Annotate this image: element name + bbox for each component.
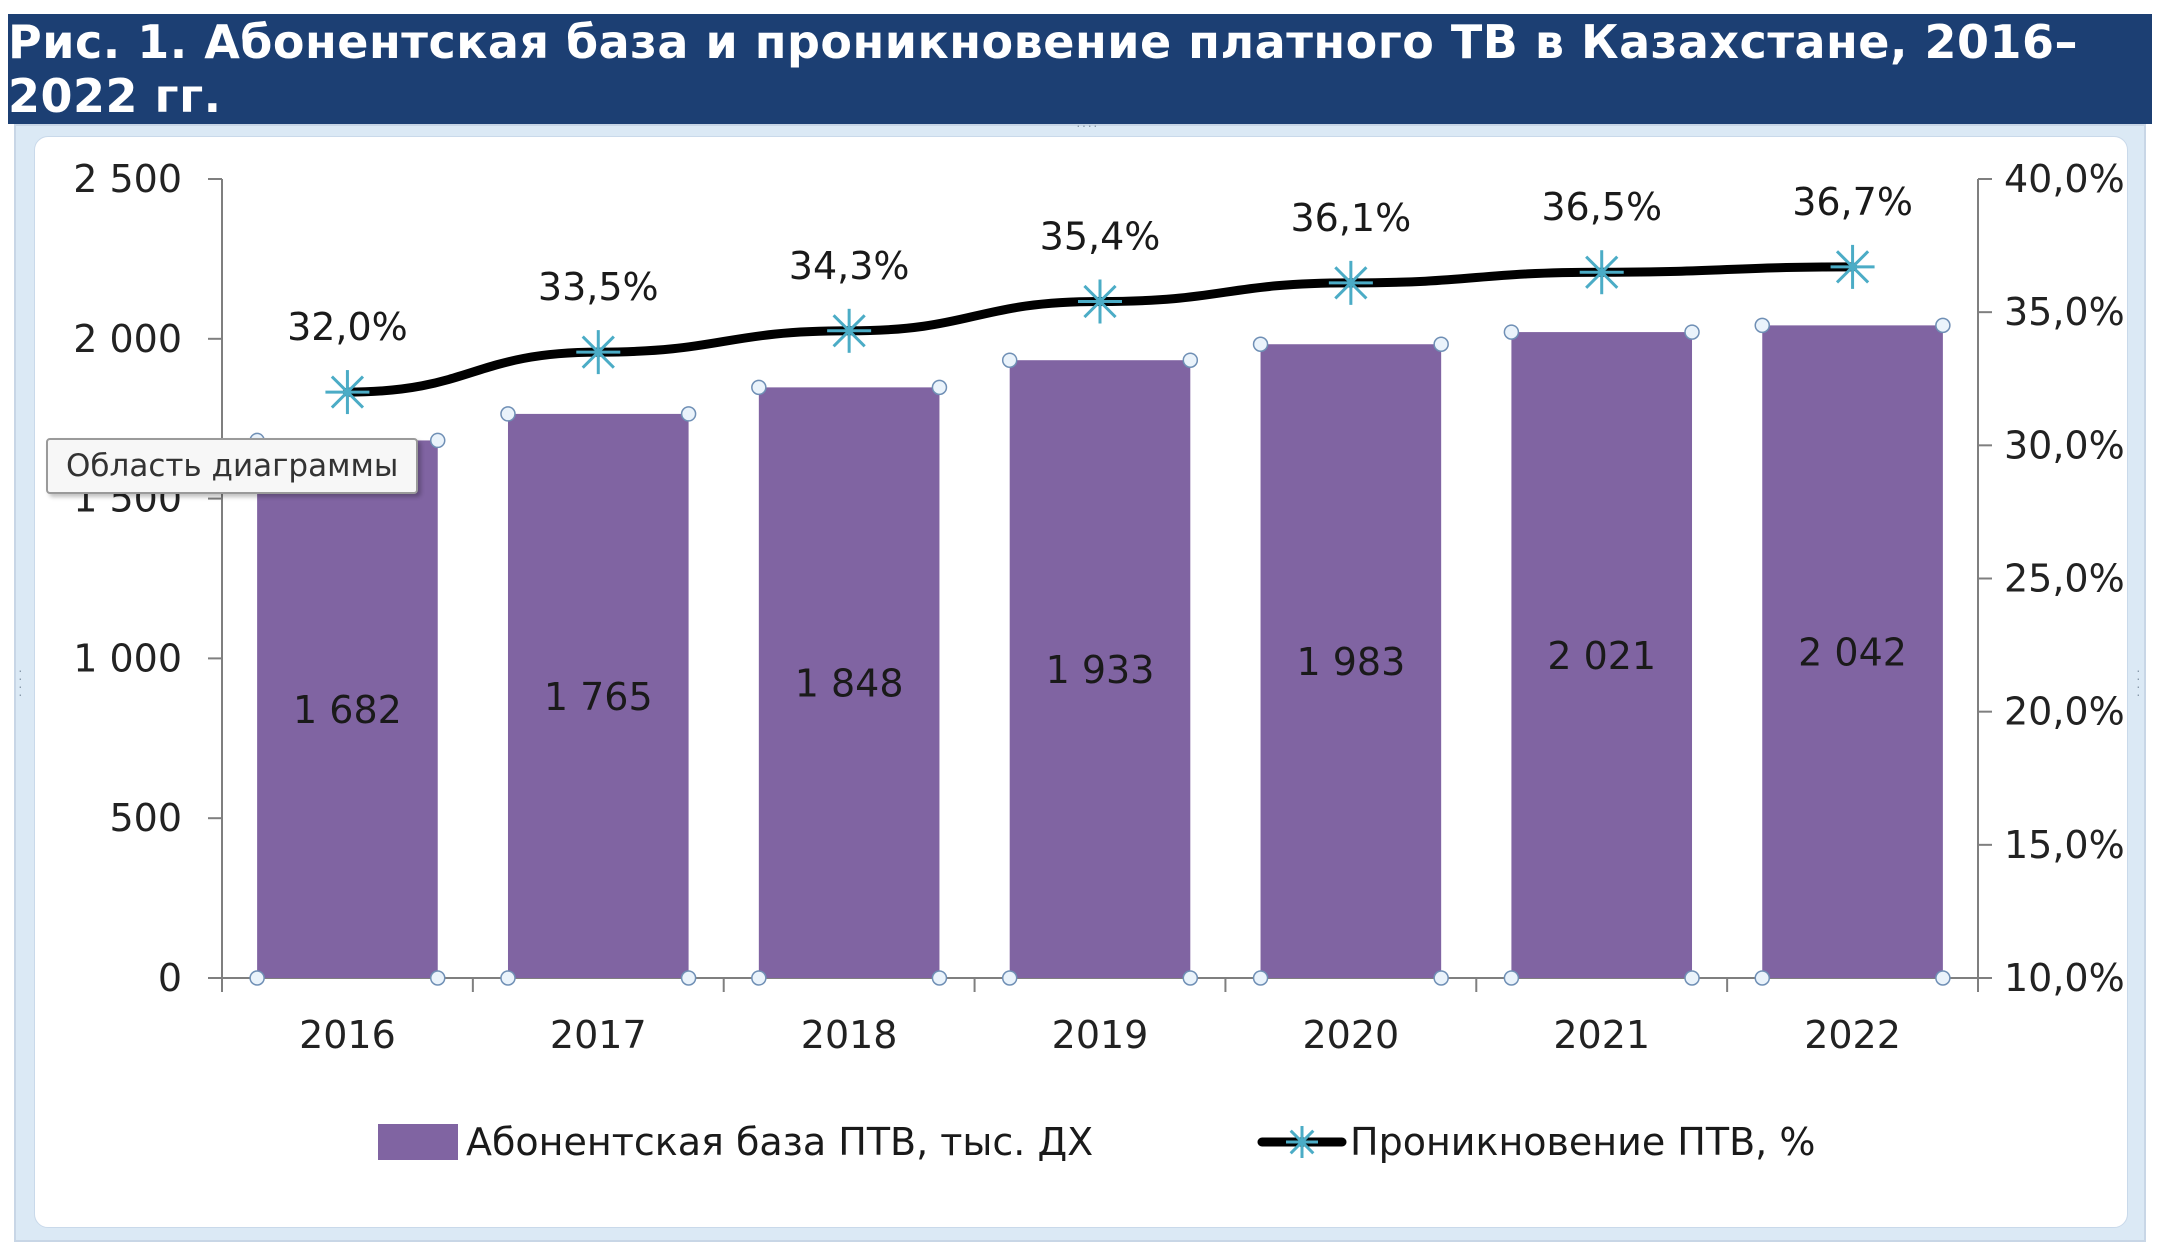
bar-selection-handle xyxy=(500,406,516,422)
bar-data-label: 1 983 xyxy=(1296,640,1405,684)
bar-selection-handle xyxy=(1684,970,1700,986)
bar-selection-handle xyxy=(1503,970,1520,986)
bar-selection-handle xyxy=(429,970,446,986)
bar-selection-handle xyxy=(1433,336,1449,352)
line-data-label: 32,0% xyxy=(287,305,408,349)
bar xyxy=(1260,344,1442,979)
line-point-marker xyxy=(576,330,621,375)
bar xyxy=(1511,332,1693,979)
line-point-marker xyxy=(1328,260,1373,305)
bar-selection-handle xyxy=(1001,352,1018,368)
bar-data-label: 2 042 xyxy=(1798,631,1907,675)
y-left-tick-label: 1 000 xyxy=(73,636,182,680)
bar xyxy=(1009,360,1191,978)
x-tick-label: 2017 xyxy=(550,1013,647,1057)
bar-selection-handle xyxy=(1684,324,1700,340)
line-data-label: 36,7% xyxy=(1792,180,1913,224)
bar xyxy=(1762,325,1943,978)
bar-selection-handle xyxy=(249,970,265,986)
bar-selection-handle xyxy=(751,970,767,986)
y-right-tick-label: 20,0% xyxy=(2004,690,2125,734)
bar-data-label: 1 933 xyxy=(1046,648,1155,692)
line-point-marker xyxy=(325,370,370,415)
x-tick-label: 2016 xyxy=(299,1013,396,1057)
legend-label-bar: Абонентская база ПТВ, тыс. ДХ xyxy=(466,1120,1093,1164)
y-right-tick-label: 40,0% xyxy=(2004,157,2125,201)
bar-selection-handle xyxy=(1935,970,1951,986)
bar-selection-handle xyxy=(680,406,697,422)
y-left-tick-label: 2 500 xyxy=(73,157,182,201)
y-right-tick-label: 30,0% xyxy=(2004,423,2125,467)
bar-selection-handle xyxy=(1503,324,1520,340)
bar-selection-handle xyxy=(1252,336,1269,352)
x-tick-label: 2018 xyxy=(801,1013,898,1057)
bar-selection-handle xyxy=(429,432,446,449)
line-data-label: 34,3% xyxy=(789,244,910,288)
x-tick-label: 2020 xyxy=(1302,1013,1399,1057)
bar-selection-handle xyxy=(931,970,948,986)
x-tick-label: 2022 xyxy=(1804,1013,1901,1057)
bar-data-label: 1 848 xyxy=(795,662,904,706)
resize-handle-right[interactable]: · · · · xyxy=(2136,662,2142,702)
bar-selection-handle xyxy=(931,379,948,396)
y-left-tick-label: 2 000 xyxy=(73,317,182,361)
legend-swatch-bar xyxy=(378,1124,458,1160)
line-data-label: 33,5% xyxy=(538,265,659,309)
y-right-tick-label: 35,0% xyxy=(2004,290,2125,334)
y-right-tick-label: 25,0% xyxy=(2004,557,2125,601)
x-tick-label: 2019 xyxy=(1052,1013,1149,1057)
bar-data-label: 1 682 xyxy=(293,688,402,732)
bar xyxy=(758,387,940,978)
bar-selection-handle xyxy=(1754,970,1771,986)
bar-selection-handle xyxy=(1182,352,1199,368)
chart-area-tooltip: Область диаграммы xyxy=(46,438,419,494)
y-left-tick-label: 500 xyxy=(109,796,182,840)
line-point-marker xyxy=(1830,244,1875,289)
bar-selection-handle xyxy=(680,970,697,986)
bar-selection-handle xyxy=(1252,970,1269,986)
line-point-marker xyxy=(1078,279,1122,324)
x-tick-label: 2021 xyxy=(1553,1013,1650,1057)
y-right-tick-label: 15,0% xyxy=(2004,823,2125,867)
chart-title: Рис. 1. Абонентская база и проникновение… xyxy=(8,14,2152,124)
bar-data-label: 1 765 xyxy=(544,675,653,719)
bar-selection-handle xyxy=(1754,317,1771,334)
bar-selection-handle xyxy=(751,379,767,396)
legend-marker-line xyxy=(1286,1126,1318,1158)
bar xyxy=(257,440,438,978)
bar-selection-handle xyxy=(500,970,516,986)
line-point-marker xyxy=(827,308,872,353)
bar-selection-handle xyxy=(1182,970,1199,986)
bar-data-label: 2 021 xyxy=(1547,634,1656,678)
line-data-label: 36,1% xyxy=(1290,196,1411,240)
bar-selection-handle xyxy=(1935,317,1951,334)
y-left-tick-label: 0 xyxy=(158,956,182,1000)
line-point-marker xyxy=(1579,250,1624,295)
line-data-label: 35,4% xyxy=(1040,215,1161,259)
bar-selection-handle xyxy=(1001,970,1018,986)
legend-label-line: Проникновение ПТВ, % xyxy=(1350,1120,1815,1164)
bar-selection-handle xyxy=(1433,970,1449,986)
y-right-tick-label: 10,0% xyxy=(2004,956,2125,1000)
line-data-label: 36,5% xyxy=(1541,185,1662,229)
bar xyxy=(507,413,689,978)
resize-handle-left[interactable]: · · · · xyxy=(18,662,24,702)
